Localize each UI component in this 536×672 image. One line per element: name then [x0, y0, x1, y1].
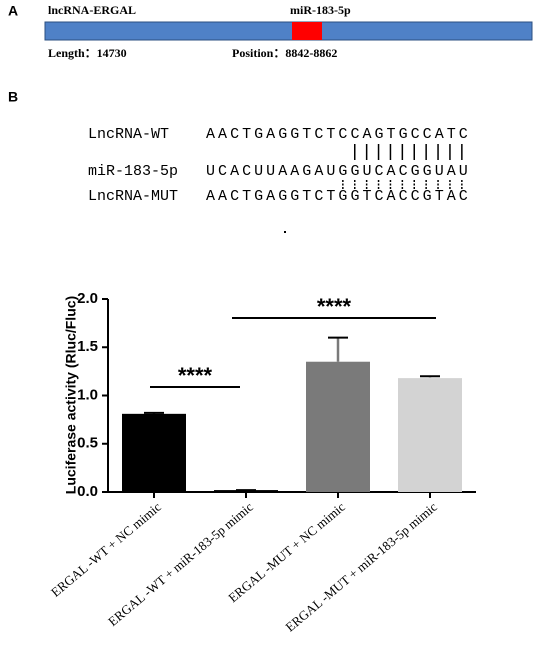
sequence: AACTGAGGTCTGGTCACCGTAC — [206, 188, 468, 205]
gene-name: lncRNA-ERGAL — [48, 3, 136, 17]
row-name: LncRNA-MUT — [88, 188, 178, 205]
x-tick-label: ERGAL -WT + miR-183-5p mimic — [105, 499, 256, 629]
panel-label: B — [8, 89, 18, 105]
length: Length：14730 — [48, 46, 127, 60]
dot — [284, 231, 286, 233]
binding-site — [292, 22, 322, 40]
panel-label: A — [8, 3, 18, 19]
sequence: AACTGAGGTCTCCAGTGCCATC — [206, 126, 468, 143]
sequence: UCACUUAAGAUGGUCACGGUAU — [206, 163, 468, 180]
alignment: LncRNA-WT AACTGAGGTCTCCAGTGCCATC miR-183-5… — [88, 126, 468, 205]
y-tick-label: 1.5 — [77, 338, 98, 355]
row-name: LncRNA-WT — [88, 126, 169, 143]
y-tick-label: 0.0 — [77, 483, 98, 500]
significance-label: **** — [317, 294, 352, 319]
row-name: miR-183-5p — [88, 163, 178, 180]
y-tick-label: 2.0 — [77, 290, 98, 307]
position: Position：8842-8862 — [232, 46, 337, 60]
bar — [122, 413, 186, 492]
y-tick-label: 1.0 — [77, 386, 98, 403]
y-axis-label: Luciferase activity (Rluc/Fluc) — [63, 296, 79, 494]
y-tick-label: 0.5 — [77, 435, 98, 452]
significance-label: **** — [178, 363, 213, 388]
bar — [306, 361, 370, 492]
gene-bar — [44, 21, 533, 41]
x-tick-label: ERGAL -MUT + miR-183-5p mimic — [282, 499, 440, 635]
bar — [398, 378, 462, 492]
mirna-name: miR-183-5p — [290, 3, 351, 17]
bar-chart: Luciferase activity (Rluc/Fluc) 0.0 0.5 1.… — [48, 290, 476, 635]
